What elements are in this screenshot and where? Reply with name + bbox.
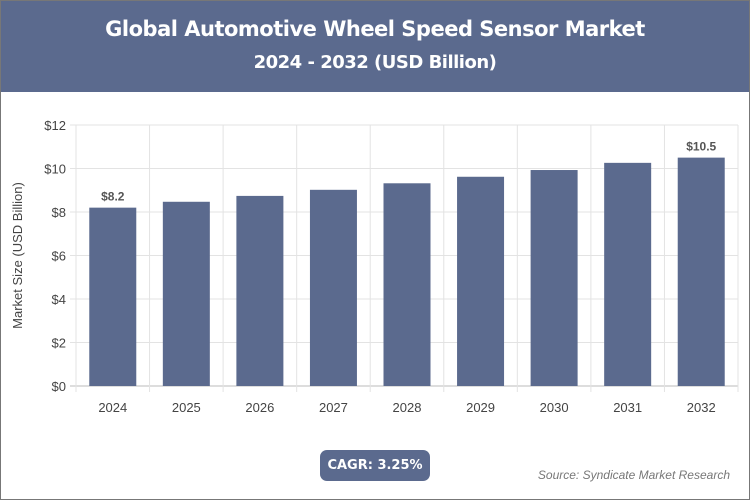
y-tick-label: $8 [52,205,66,220]
x-tick-label: 2032 [687,400,716,415]
source-note: Source: Syndicate Market Research [537,468,730,482]
data-label: $8.2 [101,190,125,204]
cagr-badge: CAGR: 3.25% [320,450,430,481]
x-tick-label: 2030 [540,400,569,415]
y-axis-label: Market Size (USD Billion) [10,182,25,329]
x-tick-label: 2025 [172,400,201,415]
bar-2025 [162,201,210,386]
x-tick-label: 2028 [393,400,422,415]
bar-2031 [604,162,652,386]
bar-2026 [236,195,284,386]
x-tick-label: 2026 [245,400,274,415]
chart-subtitle: 2024 - 2032 (USD Billion) [253,52,497,73]
bar-2028 [383,183,431,386]
y-tick-label: $4 [52,292,66,307]
x-tick-label: 2027 [319,400,348,415]
y-tick-label: $2 [52,336,66,351]
chart-header: Global Automotive Wheel Speed Sensor Mar… [1,1,749,92]
chart-title: Global Automotive Wheel Speed Sensor Mar… [105,17,645,41]
y-tick-label: $0 [52,379,66,394]
bar-2030 [530,170,578,386]
y-tick-label: $10 [44,162,66,177]
y-tick-label: $6 [52,249,66,264]
x-tick-label: 2029 [466,400,495,415]
x-tick-label: 2024 [98,400,127,415]
y-tick-label: $12 [44,118,66,133]
bar-2027 [309,189,357,386]
data-label: $10.5 [686,140,716,154]
x-tick-label: 2031 [613,400,642,415]
bar-2029 [457,176,505,386]
bar-2024 [89,207,137,386]
bar-2032 [677,157,725,386]
